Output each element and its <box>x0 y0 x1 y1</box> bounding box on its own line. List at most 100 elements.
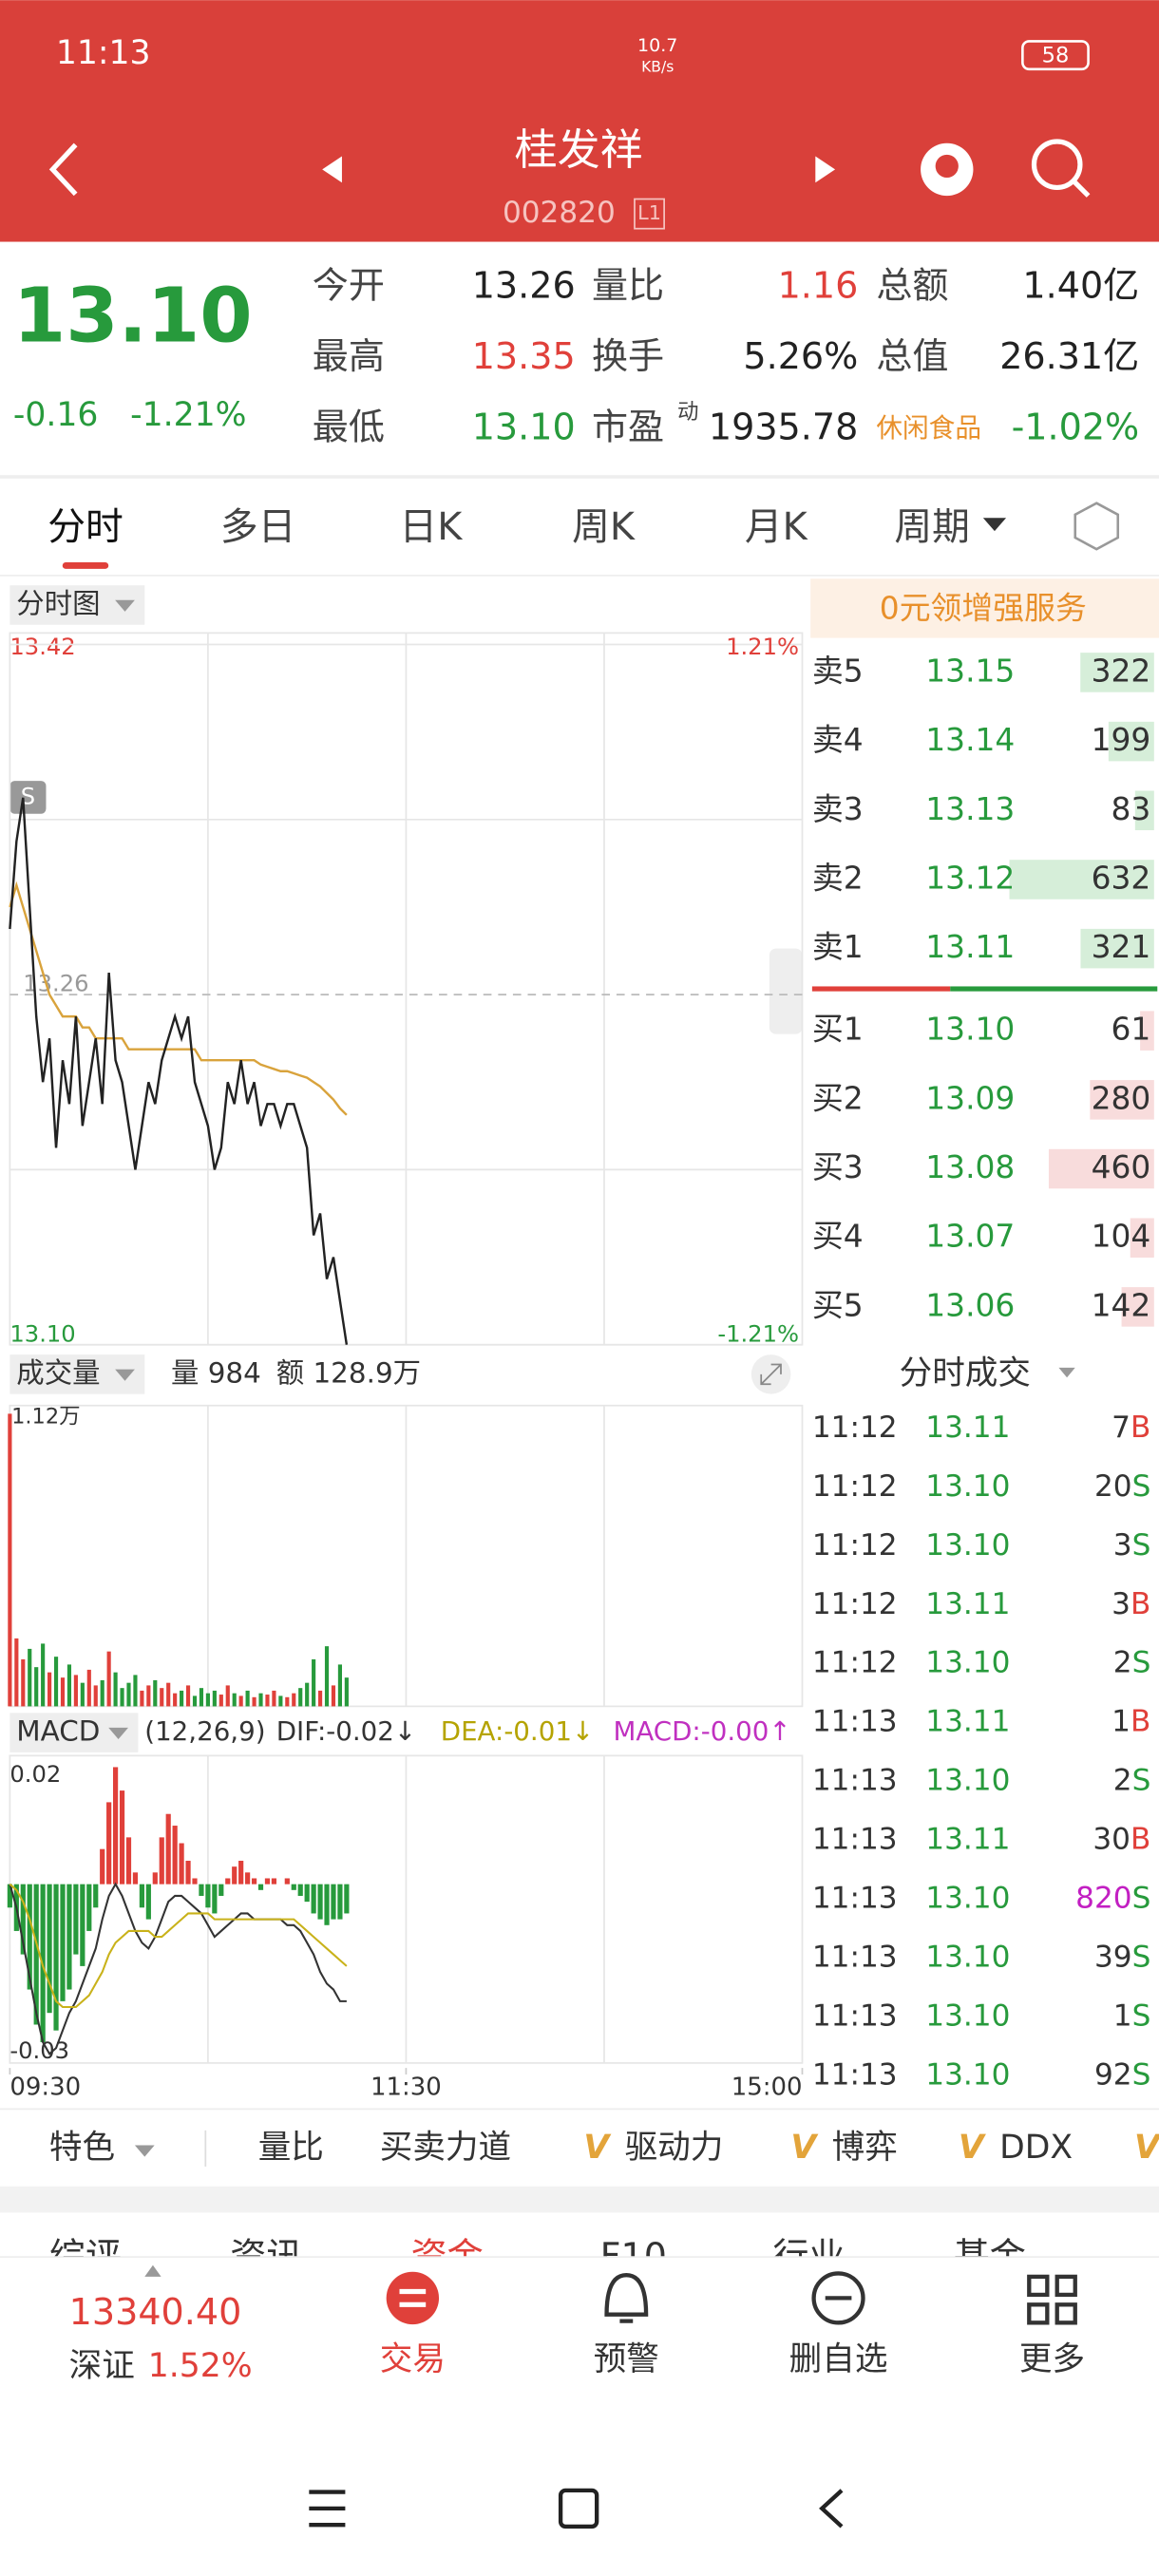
more-icon[interactable] <box>1027 2274 1077 2325</box>
trade-volume: 1S <box>1113 1998 1151 2033</box>
change-pct: -1.21% <box>130 396 246 434</box>
macd-title[interactable]: MACD <box>16 1715 100 1748</box>
content-layer: 11:13 10.7 KB/s 58 桂发祥 002820 L1 13.10 -0.16 -1.2… <box>7 34 1159 2277</box>
prev-stock[interactable] <box>322 156 342 183</box>
book-price: 13.14 <box>925 721 1015 758</box>
nav-item[interactable]: 更多 <box>1019 2340 1085 2378</box>
trade-volume-value: 92 <box>1094 2057 1132 2092</box>
macd-line <box>9 1882 347 2055</box>
tab[interactable]: 多日 <box>220 505 296 549</box>
expand-arrow[interactable] <box>144 2264 162 2277</box>
tab-dropdown <box>982 518 1007 532</box>
y-tick-label: 1.12万 <box>11 1404 81 1429</box>
volume-bar <box>146 1685 151 1707</box>
macd-bar <box>284 1878 290 1885</box>
stat-label: 总值 <box>876 335 948 377</box>
stat-label-sup: 动 <box>677 400 698 425</box>
nav-item[interactable]: 预警 <box>594 2340 659 2378</box>
indicator-tab[interactable]: DDX <box>999 2129 1073 2167</box>
trade-side: S <box>1132 1941 1151 1975</box>
macd-bar <box>257 1884 264 1890</box>
macd-bar <box>344 1884 350 1914</box>
stat-label: 换手 <box>592 335 664 377</box>
volume-bar <box>66 1664 72 1707</box>
gap <box>0 2186 1159 2213</box>
trade-volume: 820S <box>1075 1882 1150 1916</box>
volume-bar <box>173 1693 178 1707</box>
back-button[interactable] <box>48 142 78 197</box>
nav-item[interactable]: 交易 <box>380 2340 446 2378</box>
book-price: 13.15 <box>925 652 1015 689</box>
side-handle[interactable] <box>769 948 803 1034</box>
book-price: 13.08 <box>925 1148 1015 1185</box>
tab[interactable]: 周K <box>572 505 636 549</box>
trade-price: 13.10 <box>925 1998 1010 2033</box>
volume-bar <box>272 1690 276 1707</box>
y2-tick-label: -1.21% <box>717 1320 799 1347</box>
volume-bar <box>245 1690 250 1707</box>
tab[interactable]: 周期 <box>894 505 970 549</box>
volume-bar <box>185 1685 191 1707</box>
back-nav-button[interactable] <box>819 2489 844 2529</box>
next-stock[interactable] <box>815 156 836 183</box>
tab[interactable]: 分时 <box>48 505 124 549</box>
volume-bar <box>232 1693 237 1707</box>
macd-bar <box>139 1884 144 1908</box>
book-price: 13.11 <box>925 928 1015 965</box>
indicator-tab[interactable]: 博弈 <box>832 2129 898 2167</box>
stat-label: 总额 <box>876 264 948 306</box>
volume-bar <box>344 1677 349 1707</box>
menu-button[interactable] <box>309 2490 346 2528</box>
trades-title[interactable]: 分时成交 <box>900 1354 1031 1392</box>
indicator-tab[interactable]: 买卖力道 <box>380 2129 511 2167</box>
depth-bar <box>1080 653 1154 692</box>
book-price: 13.10 <box>925 1011 1015 1048</box>
tab[interactable]: 月K <box>745 505 808 549</box>
volume-title[interactable]: 成交量 <box>16 1356 100 1389</box>
volume-bar <box>278 1695 283 1707</box>
stat-value: 5.26% <box>743 335 858 377</box>
trade-volume-value: 7 <box>1112 1411 1130 1445</box>
indicator-tab[interactable]: 量比 <box>258 2129 324 2167</box>
trade-time: 11:13 <box>812 1882 898 1916</box>
macd-bar <box>145 1884 151 1920</box>
trade-price: 13.10 <box>925 1941 1010 1975</box>
macd-bar <box>317 1884 323 1920</box>
trade-volume: 2S <box>1113 1646 1151 1680</box>
chart-title[interactable]: 分时图 <box>16 587 100 619</box>
volume-bar <box>317 1690 323 1707</box>
stat-value: 13.35 <box>472 335 576 377</box>
remove-icon[interactable] <box>811 2271 865 2325</box>
promo-bg[interactable] <box>810 578 1159 638</box>
alert-icon[interactable] <box>604 2272 649 2323</box>
nav-item[interactable]: 删自选 <box>789 2340 888 2378</box>
index-value[interactable]: 13340.40 <box>69 2291 242 2333</box>
stat-value: 1935.78 <box>709 406 858 447</box>
trade-icon[interactable] <box>386 2271 440 2325</box>
volume-bar <box>21 1658 26 1707</box>
x-tick-label: 09:30 <box>10 2073 81 2101</box>
price: 13.10 <box>13 272 253 360</box>
book-price: 13.06 <box>925 1286 1015 1323</box>
book-volume: 460 <box>1092 1148 1151 1185</box>
tab[interactable]: 日K <box>399 505 463 549</box>
volume-bar <box>133 1675 138 1707</box>
macd-bar <box>93 1884 99 1908</box>
indicator-tab[interactable]: 特色 <box>49 2129 115 2167</box>
stat-value: -1.02% <box>1012 406 1140 447</box>
promo[interactable]: 0元领增强服务 <box>880 590 1087 627</box>
vip-mark: V <box>959 2129 987 2167</box>
indicator-tab[interactable]: 驱动力 <box>625 2129 724 2167</box>
trade-volume: 92S <box>1094 2057 1150 2092</box>
volume-bar <box>331 1685 336 1707</box>
search-button[interactable] <box>1031 139 1083 191</box>
trade-volume-value: 39 <box>1094 1941 1132 1975</box>
volume-bar <box>252 1696 256 1707</box>
trade-icon-mark <box>399 2288 427 2307</box>
settings-button[interactable] <box>1074 502 1120 551</box>
book-label: 买2 <box>812 1079 864 1116</box>
book-price: 13.07 <box>925 1218 1015 1255</box>
volume-bar <box>14 1638 19 1707</box>
home-button[interactable] <box>558 2488 599 2529</box>
